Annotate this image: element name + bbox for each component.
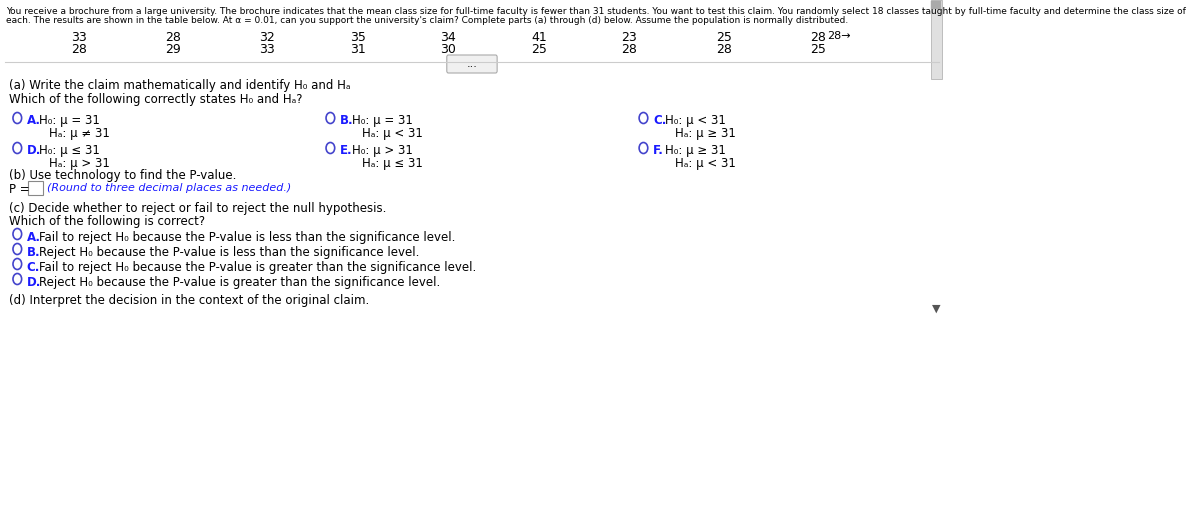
Text: D.: D. bbox=[26, 144, 41, 157]
Text: Fail to reject H₀ because the P-value is less than the significance level.: Fail to reject H₀ because the P-value is… bbox=[40, 231, 456, 244]
Text: Which of the following correctly states H₀ and Hₐ?: Which of the following correctly states … bbox=[10, 93, 302, 106]
Text: B.: B. bbox=[340, 114, 354, 127]
Text: 25: 25 bbox=[530, 43, 547, 56]
Text: D.: D. bbox=[26, 276, 41, 289]
Text: ▼: ▼ bbox=[932, 304, 941, 314]
Text: E.: E. bbox=[340, 144, 353, 157]
Text: (d) Interpret the decision in the context of the original claim.: (d) Interpret the decision in the contex… bbox=[10, 294, 370, 307]
Text: 28: 28 bbox=[166, 31, 181, 44]
Text: Which of the following is correct?: Which of the following is correct? bbox=[10, 215, 205, 228]
Text: H₀: μ > 31: H₀: μ > 31 bbox=[353, 144, 413, 157]
Text: C.: C. bbox=[653, 114, 666, 127]
Bar bbox=[931, 1, 941, 9]
Text: H₀: μ = 31: H₀: μ = 31 bbox=[353, 114, 413, 127]
Text: P =: P = bbox=[10, 183, 34, 196]
Text: (Round to three decimal places as needed.): (Round to three decimal places as needed… bbox=[47, 183, 292, 193]
Text: each. The results are shown in the table below. At α = 0.01, can you support the: each. The results are shown in the table… bbox=[6, 16, 848, 25]
Bar bbox=[930, 0, 942, 79]
Text: You receive a brochure from a large university. The brochure indicates that the : You receive a brochure from a large univ… bbox=[6, 7, 1186, 16]
Text: H₀: μ ≥ 31: H₀: μ ≥ 31 bbox=[666, 144, 726, 157]
Text: 28: 28 bbox=[71, 43, 86, 56]
Text: H₀: μ < 31: H₀: μ < 31 bbox=[666, 114, 726, 127]
Text: Hₐ: μ < 31: Hₐ: μ < 31 bbox=[674, 157, 736, 170]
Text: A.: A. bbox=[26, 114, 41, 127]
Text: 34: 34 bbox=[440, 31, 456, 44]
Text: 31: 31 bbox=[350, 43, 366, 56]
FancyBboxPatch shape bbox=[446, 55, 497, 73]
Text: (b) Use technology to find the P-value.: (b) Use technology to find the P-value. bbox=[10, 169, 236, 182]
Text: H₀: μ ≤ 31: H₀: μ ≤ 31 bbox=[40, 144, 101, 157]
Text: Hₐ: μ ≥ 31: Hₐ: μ ≥ 31 bbox=[674, 127, 736, 140]
Text: 35: 35 bbox=[350, 31, 366, 44]
Text: 33: 33 bbox=[259, 43, 275, 56]
Text: B.: B. bbox=[26, 246, 41, 259]
Text: 25: 25 bbox=[715, 31, 732, 44]
Text: (c) Decide whether to reject or fail to reject the null hypothesis.: (c) Decide whether to reject or fail to … bbox=[10, 202, 386, 215]
FancyBboxPatch shape bbox=[28, 181, 43, 195]
Text: 25: 25 bbox=[810, 43, 826, 56]
Text: (a) Write the claim mathematically and identify H₀ and Hₐ: (a) Write the claim mathematically and i… bbox=[10, 79, 350, 92]
Text: Hₐ: μ > 31: Hₐ: μ > 31 bbox=[49, 157, 109, 170]
Text: ...: ... bbox=[467, 59, 478, 69]
Text: 33: 33 bbox=[71, 31, 86, 44]
Text: A.: A. bbox=[26, 231, 41, 244]
Text: Reject H₀ because the P-value is greater than the significance level.: Reject H₀ because the P-value is greater… bbox=[40, 276, 440, 289]
Text: 41: 41 bbox=[530, 31, 547, 44]
Text: 23: 23 bbox=[622, 31, 637, 44]
Text: 30: 30 bbox=[440, 43, 456, 56]
Text: 29: 29 bbox=[166, 43, 181, 56]
Text: Hₐ: μ ≠ 31: Hₐ: μ ≠ 31 bbox=[49, 127, 109, 140]
Text: Hₐ: μ < 31: Hₐ: μ < 31 bbox=[362, 127, 422, 140]
Text: Reject H₀ because the P-value is less than the significance level.: Reject H₀ because the P-value is less th… bbox=[40, 246, 420, 259]
Text: 32: 32 bbox=[259, 31, 275, 44]
Text: 28→: 28→ bbox=[828, 31, 851, 41]
Text: 28: 28 bbox=[622, 43, 637, 56]
Text: 28: 28 bbox=[715, 43, 732, 56]
Text: H₀: μ = 31: H₀: μ = 31 bbox=[40, 114, 101, 127]
Text: F.: F. bbox=[653, 144, 664, 157]
Text: 28: 28 bbox=[810, 31, 826, 44]
Text: C.: C. bbox=[26, 261, 40, 274]
Text: Fail to reject H₀ because the P-value is greater than the significance level.: Fail to reject H₀ because the P-value is… bbox=[40, 261, 476, 274]
Text: Hₐ: μ ≤ 31: Hₐ: μ ≤ 31 bbox=[362, 157, 422, 170]
